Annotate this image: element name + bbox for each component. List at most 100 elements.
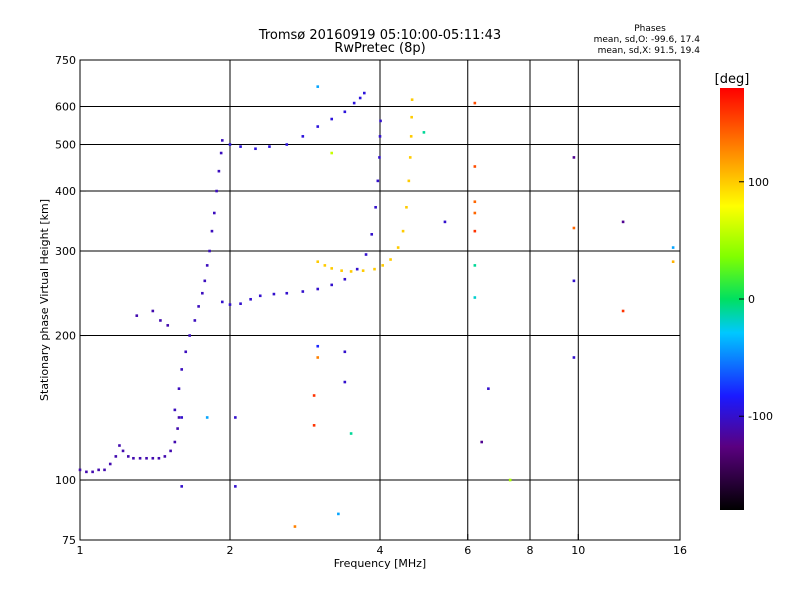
data-point <box>97 468 100 472</box>
x-axis-label: Frequency [MHz] <box>334 557 426 570</box>
data-point <box>671 260 675 264</box>
data-point <box>508 478 512 482</box>
data-point <box>405 205 408 209</box>
y-tick-label: 500 <box>55 139 76 152</box>
x-axis-ticks: 1 2 4 6 8 10 16 <box>77 534 687 557</box>
data-point <box>173 408 177 412</box>
data-point <box>234 485 237 488</box>
data-point <box>316 125 320 128</box>
data-point <box>239 302 242 305</box>
data-point <box>312 394 316 397</box>
data-point <box>473 296 477 299</box>
y-tick-label: 75 <box>62 534 76 547</box>
data-point <box>355 267 359 271</box>
x-tick-label: 6 <box>464 544 471 557</box>
y-tick-label: 100 <box>55 474 76 487</box>
data-point <box>177 387 181 390</box>
data-point <box>473 200 477 204</box>
data-point <box>285 291 289 295</box>
data-point <box>316 287 320 291</box>
grid-lines <box>80 60 680 540</box>
data-point <box>228 303 232 306</box>
x-tick-label: 8 <box>527 544 534 557</box>
data-point <box>343 110 347 114</box>
data-point <box>389 258 392 261</box>
data-point <box>473 211 477 215</box>
data-point <box>219 151 223 155</box>
data-point <box>220 139 224 142</box>
data-point <box>671 246 675 249</box>
data-point <box>203 279 207 283</box>
data-point <box>352 101 356 105</box>
x-tick-label: 2 <box>227 544 234 557</box>
data-point <box>378 135 382 138</box>
data-point <box>396 246 400 249</box>
data-point <box>572 226 576 230</box>
data-point <box>301 290 305 293</box>
data-point <box>349 270 353 273</box>
data-point <box>358 96 362 100</box>
data-point <box>362 91 366 95</box>
data-point <box>215 189 218 193</box>
y-axis-label: Stationary phase Virtual Height [km] <box>38 199 51 401</box>
data-point <box>473 101 477 105</box>
data-point <box>572 156 576 159</box>
data-point <box>201 291 204 295</box>
data-point <box>323 264 327 267</box>
data-point <box>480 440 484 444</box>
data-point <box>132 456 135 460</box>
data-point <box>268 145 271 148</box>
data-point <box>126 455 130 458</box>
data-point <box>103 468 106 472</box>
data-point <box>212 211 216 215</box>
data-point <box>138 456 142 460</box>
data-point <box>572 356 576 359</box>
stats-heading: Phases <box>634 24 666 34</box>
data-point <box>301 135 305 138</box>
data-point <box>364 253 368 256</box>
data-point <box>249 297 252 301</box>
x-tick-label: 4 <box>377 544 384 557</box>
x-tick-label: 16 <box>673 544 687 557</box>
data-points <box>78 85 675 528</box>
data-point <box>443 220 447 224</box>
data-point <box>272 292 276 296</box>
data-point <box>258 294 262 298</box>
data-point <box>370 233 374 236</box>
data-point <box>151 309 155 313</box>
data-point <box>340 269 343 272</box>
y-tick-label: 750 <box>55 54 76 67</box>
data-point <box>316 85 320 88</box>
data-point <box>254 147 257 151</box>
data-point <box>169 449 172 453</box>
data-point <box>381 264 384 267</box>
data-point <box>184 350 188 354</box>
data-point <box>330 267 334 270</box>
chart-title: Tromsø 20160919 05:10:00-05:11:43 <box>258 28 501 43</box>
data-point <box>410 115 413 119</box>
data-point <box>85 470 88 474</box>
data-point <box>166 324 170 327</box>
data-point <box>343 380 347 384</box>
data-point <box>118 444 121 447</box>
colorbar-tick-label: -100 <box>748 410 773 423</box>
data-point <box>210 229 214 233</box>
data-point <box>343 277 347 281</box>
data-point <box>374 205 377 209</box>
data-point <box>408 156 412 159</box>
data-point <box>473 229 477 233</box>
data-point <box>145 456 148 460</box>
data-point <box>316 356 320 359</box>
colorbar-label: [deg] <box>715 72 750 87</box>
data-point <box>330 117 334 121</box>
data-point <box>621 220 625 224</box>
data-point <box>163 455 167 458</box>
data-point <box>621 309 625 313</box>
data-point <box>157 456 161 460</box>
data-point <box>285 143 289 146</box>
data-point <box>349 432 353 435</box>
data-point <box>378 156 381 159</box>
data-point <box>193 319 197 322</box>
data-point <box>180 485 184 488</box>
